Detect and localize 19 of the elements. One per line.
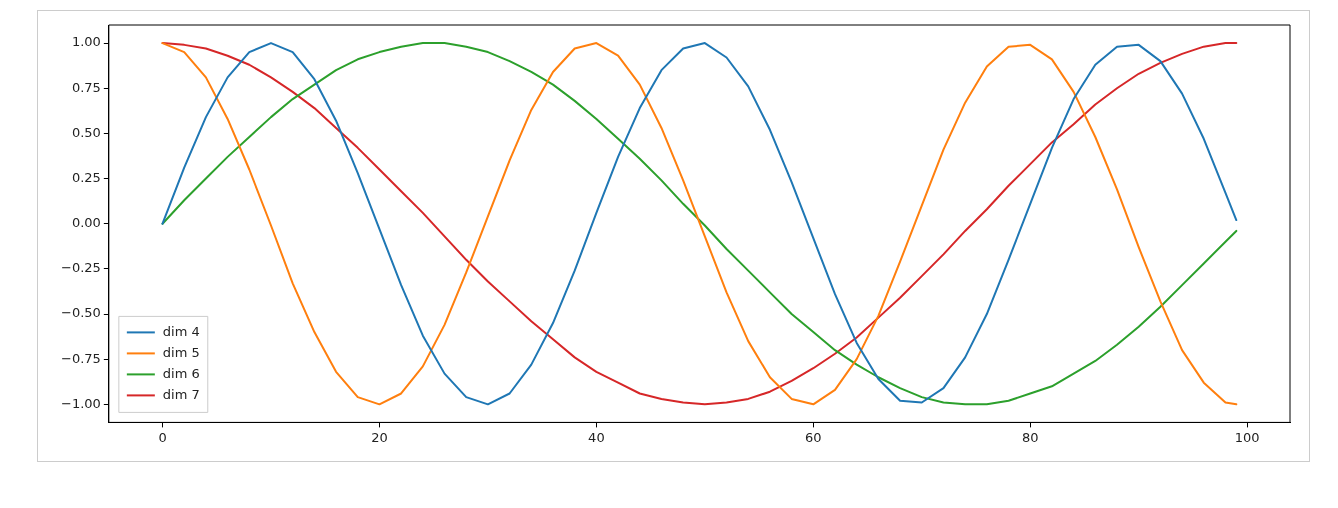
legend-label: dim 5 <box>162 344 200 360</box>
y-tick-label: −1.00 <box>60 395 101 411</box>
y-tick-label: 0.00 <box>71 215 101 231</box>
x-tick-label: 60 <box>805 429 822 445</box>
x-tick-label: 100 <box>1234 429 1260 445</box>
x-tick-label: 40 <box>588 429 605 445</box>
y-tick-label: 0.25 <box>71 169 101 185</box>
x-tick-label: 80 <box>1021 429 1039 445</box>
legend-label: dim 7 <box>162 386 200 402</box>
legend-label: dim 4 <box>162 323 200 339</box>
y-tick-label: −0.50 <box>60 305 101 321</box>
x-tick-label: 20 <box>371 429 388 445</box>
y-tick-label: 0.75 <box>71 79 101 95</box>
y-tick-label: −0.25 <box>60 260 101 276</box>
y-tick-label: 0.50 <box>71 124 101 140</box>
legend-label: dim 6 <box>162 365 200 381</box>
y-tick-label: 1.00 <box>71 34 101 50</box>
x-tick-label: 0 <box>158 429 167 445</box>
y-tick-label: −0.75 <box>60 350 101 366</box>
